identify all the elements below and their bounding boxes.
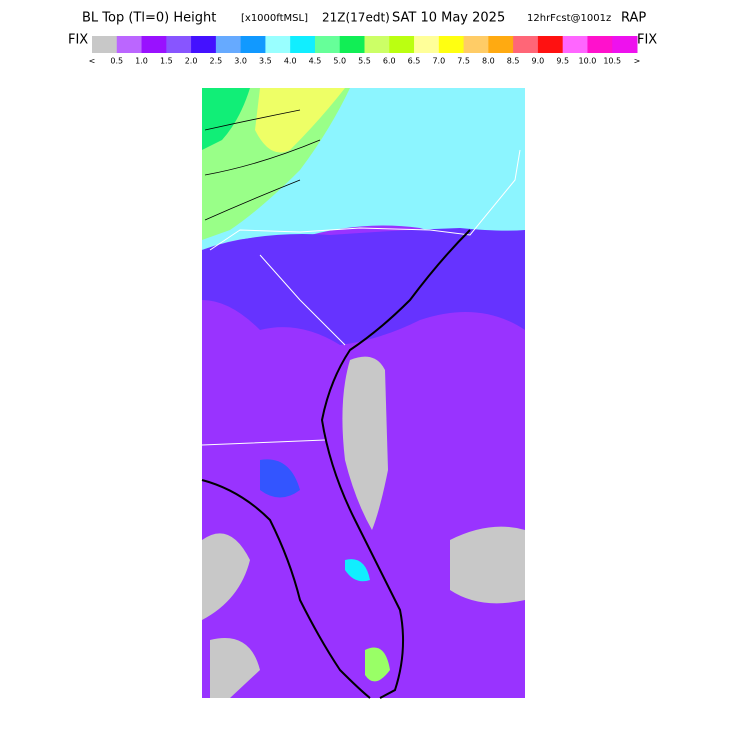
blue-blob (260, 459, 300, 498)
model: RAP (621, 11, 646, 26)
color-swatch (314, 36, 341, 53)
fix-left: FIX (68, 33, 88, 48)
legend-label: 6.5 (408, 57, 421, 66)
legend-label: 3.5 (259, 57, 272, 66)
green-blob (365, 647, 390, 682)
color-swatch (265, 36, 291, 53)
legend-label: 1.0 (135, 57, 148, 66)
fix-right: FIX (637, 33, 657, 48)
color-swatch (290, 36, 316, 53)
legend-label: 4.5 (309, 57, 322, 66)
units: [x1000ftMSL] (241, 13, 308, 24)
legend-label: 8.0 (482, 57, 495, 66)
color-swatch (141, 36, 167, 53)
legend-label: 5.5 (358, 57, 371, 66)
color-swatch (537, 36, 564, 53)
forecast: 12hrFcst@1001z (527, 13, 611, 24)
legend-label: 10.5 (603, 57, 621, 66)
color-swatch (562, 36, 588, 53)
legend-label: 10.0 (579, 57, 597, 66)
gray-atlantic (450, 526, 525, 604)
legend-label: 0.5 (110, 57, 123, 66)
legend-label: 9.5 (556, 57, 569, 66)
valid-time: 21Z(17edt) (322, 11, 390, 25)
legend-label: > (634, 57, 641, 66)
green-region (202, 88, 350, 240)
legend-label: 3.0 (234, 57, 247, 66)
color-swatch (389, 36, 415, 53)
color-swatch (240, 36, 266, 53)
title-row: BL Top (Tl=0) Height [x1000ftMSL] 21Z(17… (82, 11, 646, 26)
legend-label: 2.0 (185, 57, 198, 66)
color-bar: <0.5 1.0 1.5 2.0 2.5 3.0 3.5 4.0 4.5 5.0 5.5 6.0 6.5… (89, 36, 641, 66)
coastline (201, 229, 471, 699)
legend-label: 5.0 (333, 57, 346, 66)
color-swatch (92, 36, 118, 53)
legend-label: 1.5 (160, 57, 173, 66)
color-swatch (191, 36, 217, 53)
color-swatch (587, 36, 613, 53)
color-swatch (488, 36, 514, 53)
legend-label: 9.0 (532, 57, 545, 66)
state-borders (209, 149, 521, 251)
title: BL Top (Tl=0) Height (82, 11, 216, 26)
legend-label: 2.5 (209, 57, 222, 66)
legend-label: < (89, 57, 96, 66)
color-swatch (414, 36, 440, 53)
color-swatch (463, 36, 489, 53)
color-swatch (116, 36, 143, 53)
color-swatch (612, 36, 638, 53)
legend-label: 8.5 (507, 57, 520, 66)
contours (204, 109, 321, 221)
cyan-blob (345, 559, 370, 582)
map (201, 88, 525, 699)
yellow-region (255, 88, 345, 153)
legend-label: 7.0 (432, 57, 445, 66)
legend-label: 4.0 (284, 57, 297, 66)
color-swatch (438, 36, 465, 53)
date: SAT 10 May 2025 (392, 11, 505, 26)
gray-florida (342, 356, 388, 530)
legend-label: 7.5 (457, 57, 470, 66)
state-borders-south (201, 254, 346, 446)
legend-label: 6.0 (383, 57, 396, 66)
gray-gulf (202, 533, 260, 698)
color-swatch (513, 36, 539, 53)
green-dark-region (202, 88, 250, 150)
color-swatch (166, 36, 192, 53)
color-swatch (215, 36, 242, 53)
color-swatch (339, 36, 365, 53)
color-swatch (364, 36, 390, 53)
